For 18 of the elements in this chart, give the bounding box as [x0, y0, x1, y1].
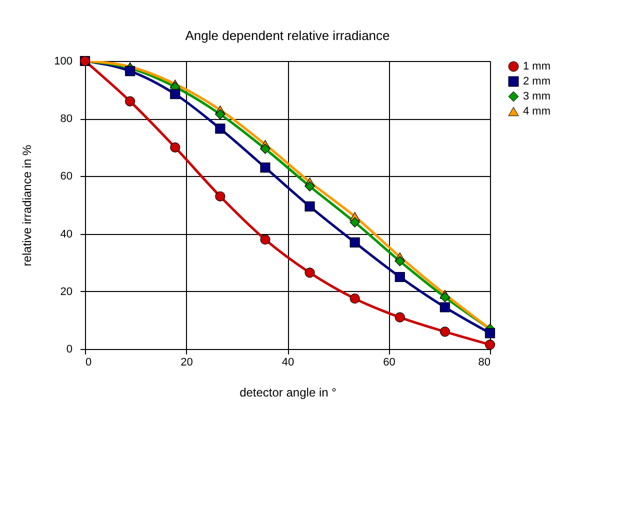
- y-tick-label: 100: [54, 56, 72, 68]
- x-tick-label: 20: [180, 356, 193, 368]
- y-tick-label: 60: [60, 170, 72, 183]
- x-tick-label: 60: [383, 356, 396, 368]
- legend-label: 3 mm: [523, 90, 550, 102]
- y-axis-title: relative irradiance in %: [20, 144, 34, 266]
- x-tick-label: 40: [282, 356, 294, 368]
- x-tick-label: 80: [478, 356, 490, 368]
- y-tick-label: 80: [60, 113, 72, 126]
- y-tick-label: 40: [60, 228, 72, 240]
- x-tick-label: 0: [86, 356, 92, 368]
- chart-title: Angle dependent relative irradiance: [185, 28, 390, 43]
- y-tick-label: 20: [60, 286, 72, 298]
- legend-label: 1 mm: [523, 60, 550, 72]
- legend-label: 4 mm: [523, 106, 550, 118]
- y-tick-label: 0: [66, 344, 72, 356]
- legend-label: 2 mm: [523, 76, 550, 88]
- x-axis-title: detector angle in °: [240, 386, 337, 400]
